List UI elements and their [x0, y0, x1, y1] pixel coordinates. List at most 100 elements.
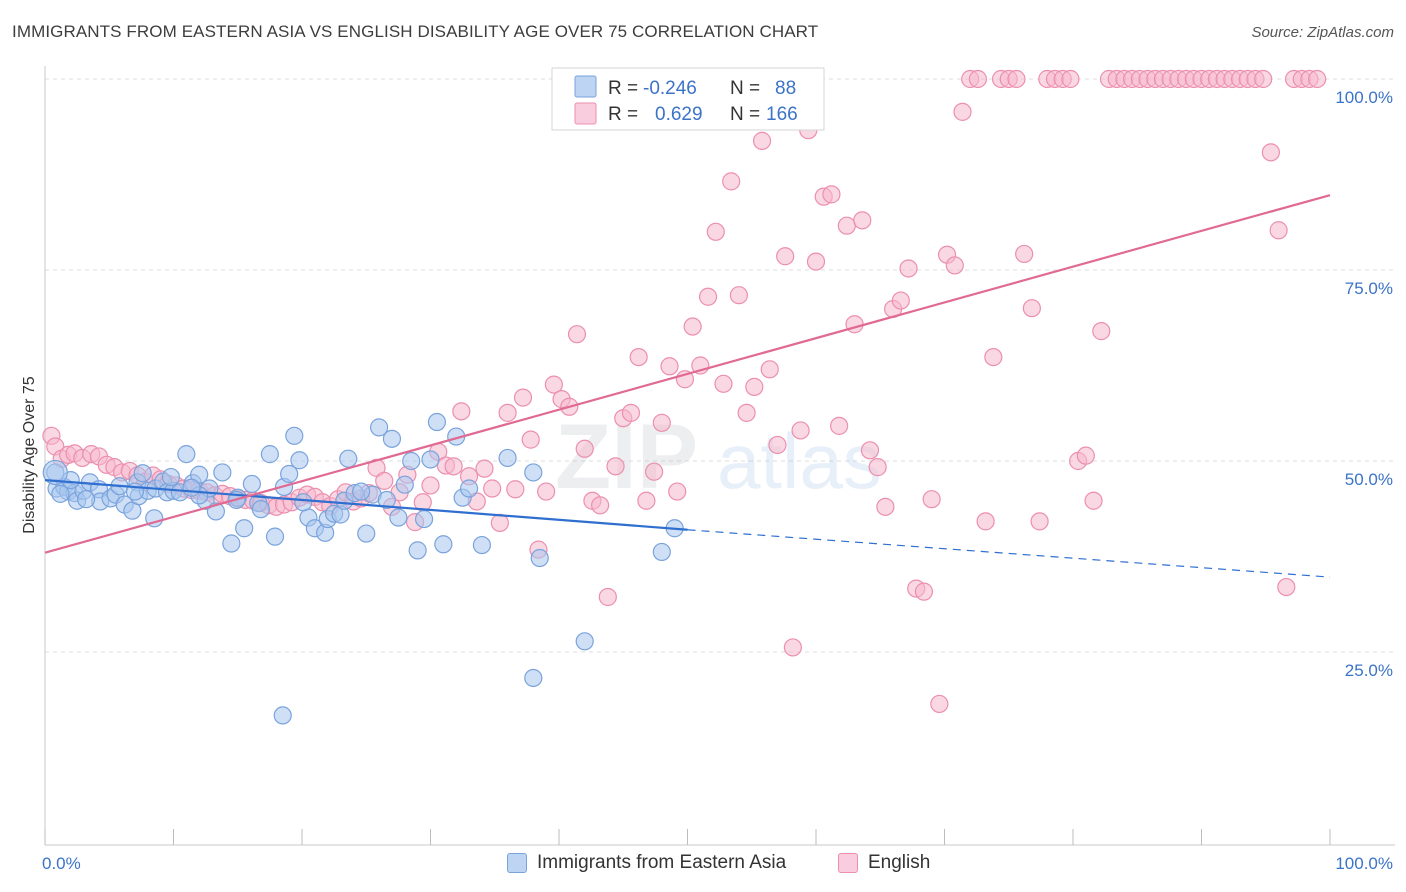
top-legend-box: [551, 67, 825, 131]
english-point-58: [483, 479, 502, 498]
eastern-asia-point-36: [260, 445, 279, 464]
english-point-114: [914, 582, 934, 601]
legend-n-value-2: 166: [766, 104, 798, 125]
english-point-135: [1076, 446, 1095, 465]
english-point-115: [922, 490, 941, 509]
eastern-asia-trend-line: [44, 479, 688, 531]
legend-swatch-pink: [574, 102, 597, 125]
english-point-63: [521, 430, 540, 449]
y-tick-label-25: 25.0%: [1345, 661, 1393, 680]
english-point-74: [606, 457, 625, 476]
eastern-asia-point-65: [459, 479, 479, 498]
axes: [44, 66, 1395, 846]
eastern-asia-point-54: [382, 429, 402, 448]
eastern-asia-point-84: [182, 478, 201, 497]
eastern-asia-point-71: [524, 668, 543, 688]
english-point-61: [506, 480, 525, 499]
bottom-legend-label-eastern-asia: Immigrants from Eastern Asia: [537, 852, 787, 873]
english-point-91: [737, 403, 756, 422]
english-point-81: [660, 357, 679, 376]
eastern-asia-point-51: [357, 524, 376, 543]
eastern-asia-point-61: [427, 412, 447, 432]
english-point-44: [375, 471, 394, 490]
english-point-89: [722, 172, 741, 191]
x-tick-label-max: 100.0%: [1335, 854, 1393, 873]
eastern-asia-point-53: [370, 418, 389, 437]
legend-r-value-2: 0.629: [655, 104, 703, 125]
eastern-asia-point-75: [77, 490, 96, 509]
english-point-100: [806, 252, 826, 271]
x-tick-label-min: 0.0%: [42, 854, 81, 873]
eastern-asia-point-37: [265, 527, 285, 546]
eastern-asia-point-60: [421, 450, 440, 469]
english-point-121: [968, 69, 988, 89]
english-point-123: [984, 347, 1003, 367]
y-tick-label-50: 50.0%: [1345, 470, 1393, 489]
eastern-asia-point-70: [575, 632, 594, 651]
eastern-asia-point-87: [51, 484, 70, 503]
english-point-65: [537, 482, 556, 501]
english-point-112: [899, 259, 918, 278]
english-point-137: [1092, 322, 1111, 341]
eastern-asia-point-77: [161, 467, 181, 487]
english-point-80: [652, 413, 671, 432]
bottom-legend: Immigrants from Eastern Asia English: [0, 852, 1406, 878]
english-point-127: [1015, 244, 1034, 264]
english-point-92: [745, 377, 764, 396]
legend-n-label-1: N =: [730, 78, 760, 99]
english-point-161: [1277, 577, 1296, 597]
y-axis-title: Disability Age Over 75: [21, 376, 38, 534]
english-point-108: [868, 458, 887, 477]
legend-swatch-blue: [574, 75, 597, 98]
eastern-asia-point-55: [389, 508, 408, 527]
english-point-122: [976, 512, 995, 531]
english-point-104: [837, 216, 856, 235]
english-point-96: [776, 247, 795, 266]
english-point-159: [1261, 143, 1280, 162]
eastern-asia-point-40: [285, 426, 304, 445]
eastern-asia-trend-extension: [687, 529, 1331, 578]
y-tick-labels: 25.0% 50.0% 75.0% 100.0%: [1335, 88, 1393, 680]
english-point-72: [591, 496, 610, 515]
english-point-82: [668, 482, 687, 501]
eastern-asia-point-34: [242, 474, 261, 494]
english-trend-line: [44, 194, 1331, 554]
eastern-asia-point-24: [177, 445, 196, 464]
eastern-asia-point-80: [251, 500, 270, 519]
trend-lines: [44, 194, 1331, 578]
top-legend: R = -0.246 N = 88 R = 0.629 N = 166: [551, 67, 825, 131]
english-point-66: [544, 375, 563, 394]
eastern-asia-point-59: [414, 509, 434, 529]
english-point-90: [729, 286, 749, 305]
english-point-133: [1061, 69, 1080, 89]
english-point-107: [860, 441, 880, 460]
eastern-asia-point-62: [434, 535, 453, 554]
english-point-54: [452, 402, 471, 421]
eastern-asia-point-58: [408, 541, 427, 560]
english-point-84: [683, 317, 702, 336]
eastern-asia-point-57: [402, 451, 421, 471]
english-point-111: [891, 291, 910, 310]
english-point-87: [706, 222, 725, 241]
english-point-60: [498, 403, 517, 422]
y-tick-label-100: 100.0%: [1335, 88, 1393, 107]
english-point-97: [783, 638, 802, 657]
eastern-asia-point-16: [133, 464, 152, 483]
eastern-asia-point-33: [235, 519, 254, 538]
english-point-118: [945, 256, 964, 275]
eastern-asia-point-49: [339, 449, 358, 468]
eastern-asia-point-39: [280, 464, 299, 484]
english-point-53: [444, 457, 463, 476]
bottom-legend-label-english: English: [868, 852, 931, 873]
english-point-160: [1269, 221, 1288, 240]
english-point-76: [621, 403, 641, 422]
english-point-136: [1084, 491, 1103, 510]
eastern-asia-point-66: [472, 535, 491, 555]
english-point-73: [598, 587, 617, 607]
english-point-165: [1308, 69, 1327, 89]
bottom-legend-swatch-blue: [507, 853, 527, 873]
english-point-59: [490, 513, 509, 532]
eastern-asia-point-41: [290, 451, 309, 470]
eastern-asia-point-82: [352, 482, 371, 501]
